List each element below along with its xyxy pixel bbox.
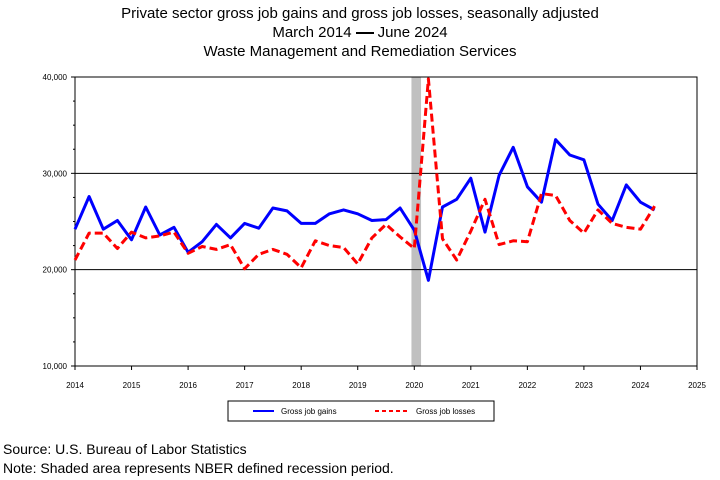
chart-subtitle-dates: March 2014 June 2024 — [0, 24, 720, 41]
series-line-losses — [73, 77, 656, 271]
x-tick-label: 2021 — [462, 381, 480, 390]
x-tick-label: 2015 — [123, 381, 141, 390]
source-note: Source: U.S. Bureau of Labor Statistics — [3, 441, 247, 457]
y-tick-label: 30,000 — [43, 169, 68, 178]
legend-label: Gross job losses — [416, 407, 475, 416]
y-tick-label: 40,000 — [43, 73, 68, 82]
x-tick-label: 2019 — [349, 381, 367, 390]
x-tick-label: 2025 — [688, 381, 706, 390]
x-tick-label: 2018 — [292, 381, 310, 390]
x-tick-label: 2017 — [236, 381, 254, 390]
legend-box — [227, 400, 495, 422]
chart-title: Private sector gross job gains and gross… — [121, 5, 599, 22]
dash-mark — [355, 32, 374, 35]
x-tick-label: 2014 — [66, 381, 84, 390]
x-tick-label: 2016 — [179, 381, 197, 390]
x-tick-label: 2024 — [632, 381, 650, 390]
plot-frame — [74, 76, 698, 367]
subtitle-start: March 2014 — [272, 24, 352, 41]
y-tick-label: 10,000 — [43, 362, 68, 371]
legend-label: Gross job gains — [281, 407, 337, 416]
x-tick-label: 2023 — [575, 381, 593, 390]
chart-subtitle-industry: Waste Management and Remediation Service… — [203, 43, 517, 60]
x-tick-label: 2022 — [518, 381, 536, 390]
subtitle-end: June 2024 — [377, 24, 448, 41]
series-line-gains — [73, 138, 656, 282]
x-tick-label: 2020 — [405, 381, 423, 390]
recession-note: Note: Shaded area represents NBER define… — [3, 460, 394, 476]
y-tick-label: 20,000 — [43, 266, 68, 275]
